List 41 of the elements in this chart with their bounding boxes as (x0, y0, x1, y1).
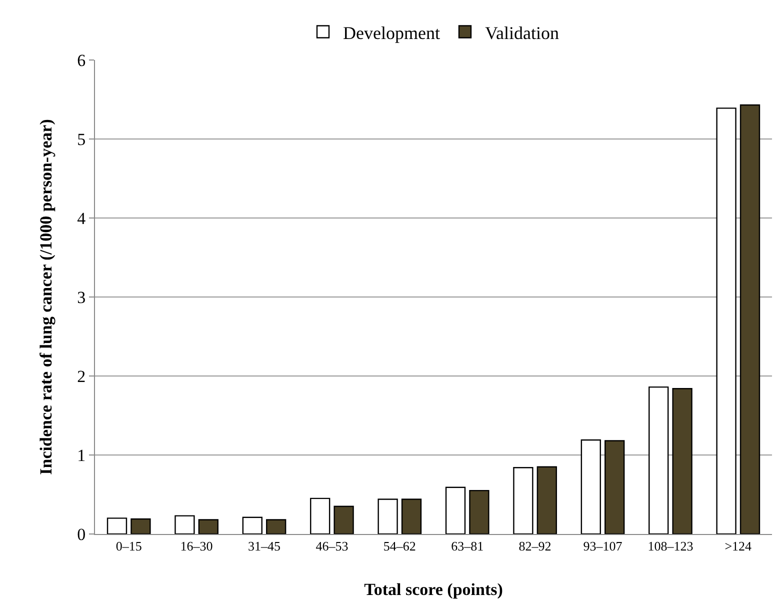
y-tick-label: 5 (77, 130, 86, 149)
bar (401, 498, 422, 534)
y-tick-label: 4 (77, 208, 86, 228)
x-axis-title: Total score (points) (364, 580, 503, 599)
bar (266, 519, 286, 534)
bar (445, 486, 466, 534)
y-tick-label: 2 (77, 366, 86, 386)
bar (648, 386, 669, 534)
bar (740, 104, 760, 534)
x-tick-label: 16–30 (180, 538, 213, 554)
bar (198, 519, 218, 534)
x-tick-label: 63–81 (451, 538, 484, 554)
bar (242, 516, 262, 534)
legend-label: Validation (484, 22, 559, 43)
y-tick-label: 3 (77, 288, 86, 307)
bar (672, 388, 692, 534)
bar (469, 490, 490, 534)
x-tick-label: 46–53 (316, 538, 348, 554)
x-tick-label: 0–15 (116, 538, 142, 554)
bar (536, 466, 557, 534)
bar (174, 515, 195, 534)
x-tick-label: 54–62 (383, 538, 416, 554)
x-tick-label: 82–92 (518, 538, 552, 554)
y-tick-label: 0 (77, 524, 86, 544)
bar (580, 439, 601, 534)
y-tick-label: 6 (77, 50, 86, 70)
bar (378, 498, 398, 534)
x-tick-label: >124 (724, 538, 752, 554)
bar (106, 518, 128, 534)
y-axis-title: Incidence rate of lung cancer (/1000 person-year) (36, 119, 56, 475)
bar (310, 498, 330, 534)
x-tick-label: 108–123 (648, 538, 694, 554)
bar (604, 440, 625, 534)
bar (334, 506, 354, 534)
bar (513, 467, 534, 534)
bar (130, 518, 151, 534)
y-tick-label: 1 (77, 446, 86, 465)
legend-label: Development (343, 22, 440, 43)
bar (716, 108, 736, 534)
x-tick-label: 93–107 (583, 538, 623, 554)
x-tick-label: 31–45 (248, 538, 280, 554)
